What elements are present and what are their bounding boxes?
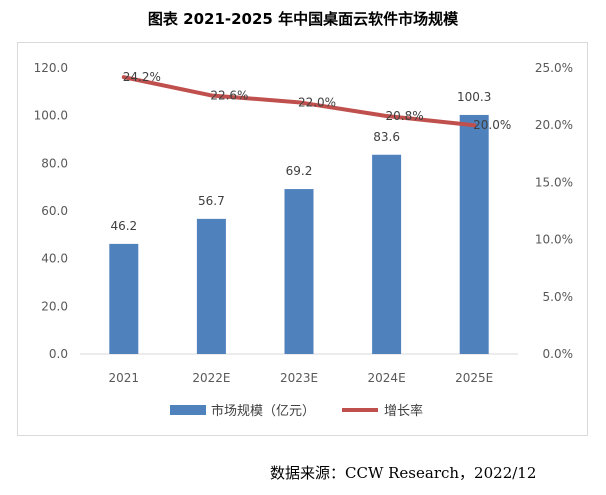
y-left-tick-label: 120.0 (34, 61, 68, 75)
line-value-label: 24.2% (123, 70, 161, 84)
bar-2023E (284, 189, 314, 354)
x-tick-label: 2025E (455, 371, 493, 385)
y-left-tick-label: 40.0 (41, 252, 68, 266)
y-left-tick-label: 80.0 (41, 156, 68, 170)
y-left-tick-label: 0.0 (49, 347, 68, 361)
y-right-tick-label: 25.0% (535, 61, 573, 75)
legend-line-label: 增长率 (384, 403, 423, 419)
bar-value-label: 100.3 (457, 90, 491, 104)
bar-value-label: 83.6 (373, 130, 400, 144)
y-right-tick-label: 15.0% (535, 175, 573, 189)
x-tick-label: 2023E (280, 371, 318, 385)
line-value-label: 22.6% (210, 88, 248, 102)
legend-bar-swatch (170, 405, 206, 415)
chart-frame (17, 42, 588, 436)
y-right-tick-label: 10.0% (535, 233, 573, 247)
y-left-tick-label: 60.0 (41, 204, 68, 218)
y-left-tick-label: 20.0 (41, 299, 68, 313)
line-value-label: 22.0% (298, 95, 336, 109)
source-note: 数据来源：CCW Research，2022/12 (270, 464, 537, 482)
bar-2022E (196, 218, 226, 354)
bar-2025E (459, 114, 489, 355)
y-right-tick-label: 0.0% (543, 347, 574, 361)
bar-value-label: 46.2 (110, 219, 137, 233)
legend-bar-label: 市场规模（亿元） (211, 403, 315, 419)
bar-value-label: 56.7 (198, 194, 225, 208)
x-tick-label: 2022E (192, 371, 230, 385)
line-value-label: 20.0% (473, 118, 511, 132)
y-left-tick-label: 100.0 (34, 109, 68, 123)
line-value-label: 20.8% (386, 109, 424, 123)
y-right-tick-label: 5.0% (543, 290, 574, 304)
x-tick-label: 2021 (109, 371, 140, 385)
y-right-tick-label: 20.0% (535, 118, 573, 132)
x-tick-label: 2024E (368, 371, 406, 385)
bar-2021 (109, 243, 139, 354)
bar-2024E (372, 154, 402, 354)
bar-value-label: 69.2 (286, 164, 313, 178)
chart-title: 图表 2021-2025 年中国桌面云软件市场规模 (147, 10, 459, 28)
